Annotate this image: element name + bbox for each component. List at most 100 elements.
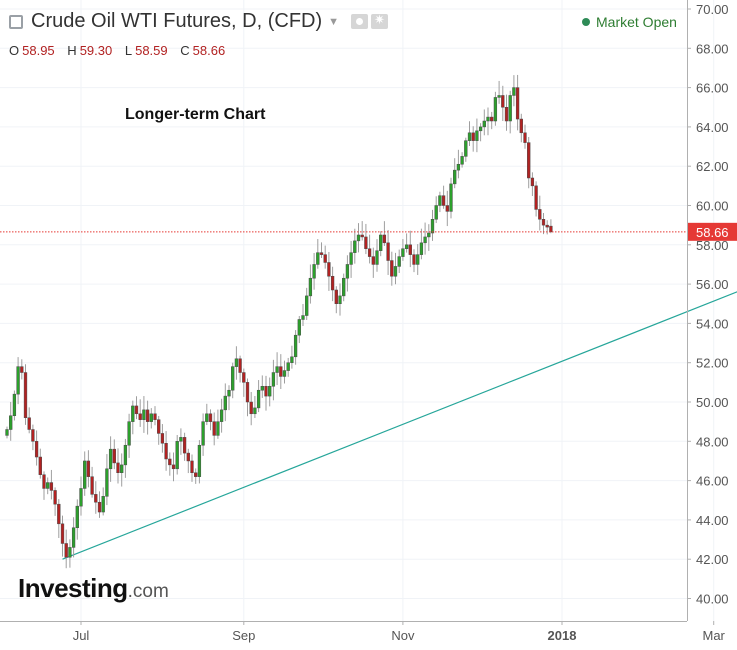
candle[interactable]: [24, 364, 27, 425]
candle-body: [379, 235, 382, 251]
y-tick-label: 62.00: [696, 159, 729, 174]
candle-body: [87, 461, 90, 477]
candle-body: [424, 237, 427, 243]
eye-icon[interactable]: [351, 14, 368, 29]
y-tick-label: 68.00: [696, 41, 729, 56]
candle-body: [324, 255, 327, 263]
candle-body: [442, 196, 445, 206]
chevron-down-icon[interactable]: ▼: [328, 16, 339, 28]
candle[interactable]: [198, 440, 201, 483]
gear-icon[interactable]: [371, 14, 388, 29]
candle-body: [535, 186, 538, 210]
candle-body: [9, 416, 12, 430]
candle-body: [487, 117, 490, 121]
x-tick-label: Mar: [703, 628, 726, 643]
candle-body: [106, 469, 109, 497]
candle[interactable]: [13, 391, 16, 421]
candle-body: [128, 422, 131, 446]
candle-body: [513, 88, 516, 96]
candle-body: [139, 414, 142, 420]
candle-body: [28, 418, 31, 430]
candle-body: [242, 373, 245, 383]
candle-body: [361, 235, 364, 237]
ohlc-low-value: 58.59: [135, 43, 168, 58]
candle-body: [298, 319, 301, 335]
candle-body: [516, 88, 519, 119]
candle-body: [365, 237, 368, 249]
candle-body: [76, 506, 79, 528]
candle-body: [224, 396, 227, 410]
chart-title[interactable]: Crude Oil WTI Futures, D, (CFD): [31, 10, 322, 33]
candle-body: [94, 494, 97, 502]
candle-body: [457, 164, 460, 170]
x-tick-label: Sep: [232, 628, 255, 643]
candle-body: [427, 233, 430, 237]
symbol-swatch-icon[interactable]: [9, 15, 23, 29]
candle-body: [61, 524, 64, 544]
candle-body: [198, 445, 201, 476]
candle-body: [416, 255, 419, 265]
candle-body: [54, 490, 57, 504]
y-tick-label: 56.00: [696, 277, 729, 292]
ohlc-low-label: L: [125, 43, 132, 58]
candle-body: [302, 316, 305, 320]
candle-body: [542, 219, 545, 225]
candle-body: [524, 133, 527, 143]
candle-body: [205, 414, 208, 422]
candle-body: [39, 457, 42, 475]
candle-body: [272, 373, 275, 387]
candle-body: [17, 367, 20, 395]
candle-body: [479, 127, 482, 131]
candle-body: [150, 414, 153, 422]
candle-body: [291, 357, 294, 363]
candle-body: [439, 196, 442, 206]
candle-body: [176, 441, 179, 469]
candle-body: [331, 276, 334, 290]
candle-body: [131, 406, 134, 422]
candle-body: [72, 528, 75, 548]
candle-body: [357, 235, 360, 241]
ohlc-high-value: 59.30: [80, 43, 113, 58]
candle-body: [476, 131, 479, 141]
market-status: Market Open: [582, 14, 677, 30]
candle-body: [490, 117, 493, 121]
candle-body: [261, 386, 264, 390]
chart-header: Crude Oil WTI Futures, D, (CFD) ▼: [9, 10, 391, 33]
candle-body: [161, 433, 164, 443]
candle-body: [279, 367, 282, 377]
candle-body: [320, 253, 323, 255]
candle-body: [180, 437, 183, 441]
y-tick-label: 54.00: [696, 316, 729, 331]
candle-body: [254, 408, 257, 414]
candle-body: [376, 251, 379, 265]
ohlc-close-value: 58.66: [193, 43, 226, 58]
candle-body: [191, 461, 194, 473]
candle-body: [294, 335, 297, 357]
candle-body: [398, 257, 401, 267]
candle-body: [268, 386, 271, 396]
y-tick-label: 70.00: [696, 2, 729, 17]
candle-body: [446, 206, 449, 212]
candle-body: [402, 249, 405, 257]
candle-body: [194, 473, 197, 477]
candle-body: [265, 386, 268, 396]
candle-body: [231, 367, 234, 391]
candle-body: [453, 170, 456, 184]
candle-body: [339, 296, 342, 304]
candle-body: [383, 235, 386, 243]
ohlc-close-label: C: [180, 43, 189, 58]
candle-body: [316, 253, 319, 265]
ohlc-high-label: H: [67, 43, 76, 58]
logo-name: Investing: [18, 573, 128, 603]
candle-body: [509, 95, 512, 121]
y-tick-label: 44.00: [696, 513, 729, 528]
candle-body: [538, 209, 541, 219]
candle-body: [431, 219, 434, 233]
market-status-label: Market Open: [596, 14, 677, 30]
candle-body: [6, 430, 9, 436]
candle-body: [50, 483, 53, 491]
candle-body: [57, 504, 60, 524]
